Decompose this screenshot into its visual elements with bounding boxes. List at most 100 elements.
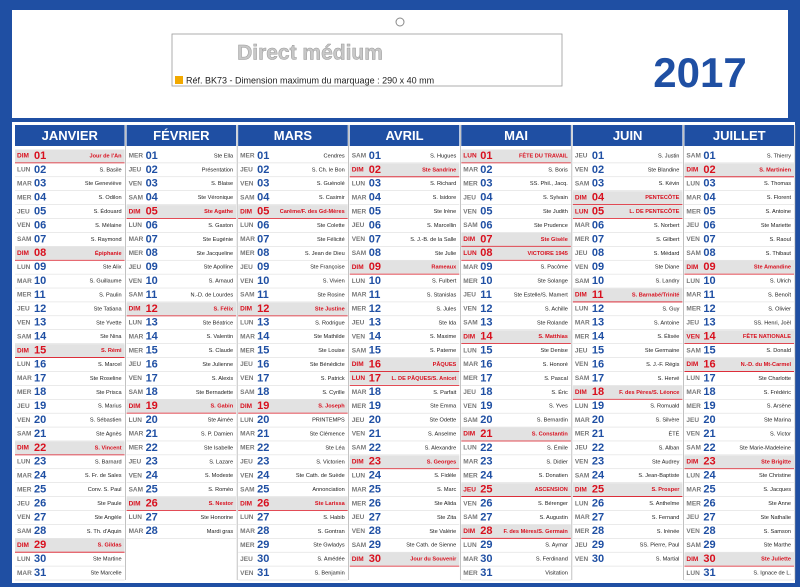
day-number: 25 (146, 484, 158, 496)
saint-name: S. Samson (764, 529, 791, 535)
day-number: 18 (146, 386, 158, 398)
day-number: 04 (34, 192, 47, 204)
day-number: 11 (703, 289, 715, 301)
saint-name: Ste Angèle (95, 515, 122, 521)
weekday: LUN (240, 417, 254, 424)
saint-name: Ste Tatiana (94, 306, 123, 312)
saint-name: Ste Rolande (537, 320, 568, 326)
day-number: 26 (146, 497, 158, 509)
month-name: JUIN (613, 128, 643, 143)
weekday: MER (240, 250, 255, 257)
day-number: 17 (480, 372, 492, 384)
saint-name: S. Gildas (98, 543, 122, 549)
saint-name: S. Édouard (94, 208, 122, 215)
saint-name: S. Alban (659, 445, 680, 451)
day-number: 13 (480, 317, 492, 329)
day-number: 20 (480, 414, 492, 426)
weekday: MAR (686, 194, 701, 201)
day-number: 16 (480, 358, 492, 370)
saint-name: S. Victor (770, 432, 791, 438)
day-number: 23 (480, 456, 492, 468)
weekday: JEU (129, 459, 142, 466)
weekday: DIM (575, 292, 587, 299)
saint-name: ÉTÉ (669, 431, 680, 438)
day-number: 29 (34, 539, 46, 551)
day-number: 17 (592, 372, 604, 384)
weekday: MAR (17, 278, 32, 285)
weekday: MAR (17, 375, 32, 382)
saint-name: S. Guy (662, 306, 679, 312)
saint-name: Ste Nathalie (761, 515, 791, 521)
day-number: 26 (257, 497, 269, 509)
weekday: JEU (17, 403, 30, 410)
weekday: VEN (17, 222, 31, 229)
saint-name: S. Bérenger (538, 501, 568, 507)
saint-name: S. Patrick (321, 376, 345, 382)
highlight-band (461, 427, 571, 441)
saint-name: Ste Juliette (761, 557, 791, 563)
saint-name: Cendres (324, 153, 345, 159)
day-number: 09 (480, 261, 492, 273)
saint-name: Ste Judith (543, 209, 568, 215)
saint-name: S. Guillaume (90, 279, 122, 285)
day-number: 13 (34, 317, 46, 329)
weekday: DIM (17, 250, 29, 257)
weekday: VEN (686, 236, 700, 243)
day-number: 14 (703, 331, 716, 343)
day-number: 24 (369, 470, 382, 482)
weekday: MAR (352, 486, 367, 493)
weekday: MER (352, 403, 367, 410)
weekday: LUN (575, 208, 589, 215)
weekday: VEN (129, 375, 143, 382)
saint-name: S. Casimir (319, 195, 345, 201)
highlight-band (126, 205, 237, 219)
day-number: 22 (592, 442, 604, 454)
day-number: 04 (703, 192, 716, 204)
weekday: JEU (575, 250, 588, 257)
day-number: 28 (703, 525, 715, 537)
highlight-band (461, 246, 571, 260)
day-number: 14 (257, 331, 270, 343)
weekday: MAR (463, 361, 478, 368)
month-header (126, 125, 237, 146)
weekday: MER (686, 500, 701, 507)
weekday: SAM (240, 486, 254, 493)
saint-name: Ste Anne (768, 501, 791, 507)
weekday: DIM (463, 528, 475, 535)
day-number: 11 (34, 289, 46, 301)
weekday: DIM (463, 236, 475, 243)
weekday: DIM (575, 486, 587, 493)
day-number: 21 (592, 428, 604, 440)
weekday: LUN (352, 472, 366, 479)
saint-name: S. Marcel (98, 362, 122, 368)
saint-name: Ste Prudence (534, 223, 568, 229)
weekday: LUN (129, 320, 143, 327)
day-number: 06 (480, 219, 492, 231)
saint-name: Annonciation (312, 487, 344, 493)
day-number: 05 (480, 205, 492, 217)
highlight-band (238, 302, 348, 316)
day-number: 22 (257, 442, 269, 454)
day-number: 26 (480, 497, 492, 509)
day-number: 14 (369, 331, 382, 343)
saint-name: S. Roméo (208, 487, 233, 493)
day-number: 10 (146, 275, 158, 287)
saint-name: S. Paulin (99, 292, 121, 298)
day-number: 01 (703, 150, 715, 162)
day-number: 08 (703, 247, 715, 259)
weekday: MAR (240, 236, 255, 243)
day-number: 16 (703, 358, 715, 370)
day-number: 03 (480, 178, 492, 190)
highlight-band (349, 260, 460, 274)
weekday: JEU (17, 306, 30, 313)
saint-name: S. Sébastien (90, 418, 122, 424)
saint-name: Ste Diane (655, 265, 680, 271)
day-number: 18 (369, 386, 381, 398)
day-number: 13 (257, 317, 269, 329)
saint-name: Ste Audrey (652, 459, 680, 465)
day-number: 28 (592, 525, 604, 537)
saint-name: Ste Nina (100, 334, 122, 340)
weekday: LUN (17, 167, 31, 174)
weekday: VEN (129, 472, 143, 479)
weekday: DIM (17, 445, 29, 452)
